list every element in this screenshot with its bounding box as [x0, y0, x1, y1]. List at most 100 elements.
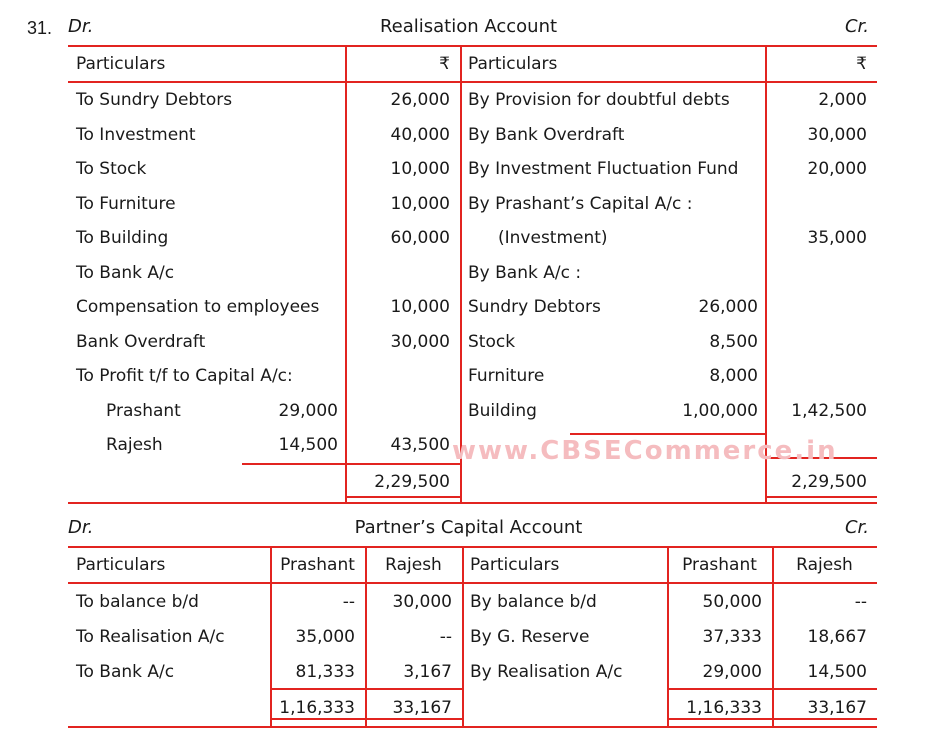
particulars-label: By Investment Fluctuation Fund	[468, 159, 739, 180]
amount-cell: --	[854, 591, 867, 612]
particulars-label: To Profit t/f to Capital A/c:	[76, 366, 293, 387]
amount-cell: 30,000	[392, 591, 452, 612]
capital-rows: To balance b/d -- 30,000 By balance b/d 50,0…	[68, 584, 877, 689]
total-rule	[765, 496, 877, 498]
particulars-cell: Stock 8,500	[460, 325, 765, 360]
particulars-cell: By Bank Overdraft	[460, 118, 765, 153]
amount-cell	[765, 187, 877, 222]
particulars-cell: To balance b/d	[68, 584, 270, 619]
table-row: Prashant 29,000 Building 1,00,000 1,42,500	[68, 394, 877, 429]
particulars-cell: By Investment Fluctuation Fund	[460, 152, 765, 187]
particulars-label: Prashant	[106, 400, 181, 421]
amount-cell: 2,000	[818, 90, 867, 111]
realisation-total-row: 2,29,500 2,29,500	[68, 463, 877, 503]
amount-cell: 18,667	[807, 626, 867, 647]
particulars-cell: By Prashant’s Capital A/c :	[460, 187, 765, 222]
particulars-label: (Investment)	[498, 228, 608, 249]
table-row: To Bank A/c 81,333 3,167 By Realisation A/c…	[68, 654, 877, 689]
particulars-cell: (Investment)	[460, 221, 765, 256]
particulars-cell: Rajesh 14,500	[68, 428, 345, 463]
particulars-cell: Building 1,00,000	[460, 394, 765, 429]
particulars-cell: By Bank A/c :	[460, 256, 765, 291]
amount-cell	[765, 256, 877, 291]
particulars-label: Compensation to employees	[76, 297, 320, 318]
particulars-cell: To Bank A/c	[68, 256, 345, 291]
particulars-label: To Stock	[76, 159, 147, 180]
realisation-titlebar: Dr. Realisation Account Cr.	[68, 16, 877, 37]
header-rajesh-left: Rajesh	[385, 555, 442, 575]
amount-cell: 26,000	[390, 90, 450, 111]
amount-cell: 40,000	[390, 124, 450, 145]
capital-cr-label: Cr.	[844, 517, 869, 538]
capital-total-prashant-debit: 1,16,333	[279, 697, 355, 718]
particulars-cell: By Realisation A/c	[462, 654, 667, 689]
particulars-label: Stock	[468, 331, 516, 352]
table-row: To Building 60,000 (Investment) 35,000	[68, 221, 877, 256]
capital-title: Partner’s Capital Account	[354, 517, 583, 538]
particulars-label: Building	[468, 400, 537, 421]
particulars-cell: To Building	[68, 221, 345, 256]
watermark: www.CBSECommerce.in	[452, 436, 838, 466]
amount-cell: 30,000	[390, 331, 450, 352]
amount-cell: 43,500	[390, 435, 450, 456]
subtotal-rule	[667, 688, 877, 690]
capital-header-row: Particulars Prashant Rajesh Particulars …	[68, 548, 877, 584]
capital-total-rajesh-debit: 33,167	[392, 697, 452, 718]
amount-cell: 60,000	[390, 228, 450, 249]
particulars-label: Furniture	[468, 366, 545, 387]
table-row: To Bank A/c By Bank A/c :	[68, 256, 877, 291]
particulars-cell: To Furniture	[68, 187, 345, 222]
realisation-total-debit: 2,29,500	[374, 472, 450, 493]
particulars-label: To balance b/d	[76, 591, 199, 612]
amount-cell: --	[342, 591, 355, 612]
amount-cell: 35,000	[807, 228, 867, 249]
particulars-label: To Bank A/c	[76, 262, 175, 283]
realisation-dr-label: Dr.	[68, 16, 94, 37]
particulars-label: To Sundry Debtors	[76, 90, 233, 111]
particulars-label: To Bank A/c	[76, 661, 175, 682]
particulars-label: To Investment	[76, 124, 196, 145]
amount-cell: --	[439, 626, 452, 647]
particulars-label: To Building	[76, 228, 169, 249]
inner-amount: 29,000	[278, 400, 338, 421]
divider	[667, 548, 669, 726]
table-row: To Investment 40,000 By Bank Overdraft 30,0…	[68, 118, 877, 153]
particulars-cell: By G. Reserve	[462, 619, 667, 654]
subtotal-rule	[765, 457, 877, 459]
amount-cell: 35,000	[295, 626, 355, 647]
particulars-label: To Realisation A/c	[76, 626, 225, 647]
total-rule	[270, 718, 462, 720]
question-number: 31.	[27, 18, 53, 38]
particulars-label: Bank Overdraft	[76, 331, 206, 352]
particulars-label: To Furniture	[76, 193, 176, 214]
particulars-label: By balance b/d	[470, 591, 597, 612]
amount-cell	[765, 290, 877, 325]
particulars-label: By Bank A/c :	[468, 262, 582, 283]
amount-cell	[345, 256, 460, 291]
header-rajesh-right: Rajesh	[796, 555, 853, 575]
particulars-cell: To Profit t/f to Capital A/c:	[68, 359, 345, 394]
table-row: To Realisation A/c 35,000 -- By G. Reserve 3…	[68, 619, 877, 654]
amount-cell: 10,000	[390, 159, 450, 180]
inner-amount: 14,500	[278, 435, 338, 456]
realisation-table: Particulars ₹ Particulars ₹ To Sundry De…	[68, 45, 877, 504]
realisation-cr-label: Cr.	[844, 16, 869, 37]
particulars-cell: Prashant 29,000	[68, 394, 345, 429]
inner-amount: 8,500	[709, 331, 758, 352]
particulars-cell: To Sundry Debtors	[68, 83, 345, 118]
divider	[772, 548, 774, 726]
inner-amount: 26,000	[698, 297, 758, 318]
amount-cell: 1,42,500	[791, 400, 867, 421]
capital-table: Particulars Prashant Rajesh Particulars …	[68, 546, 877, 728]
table-row: To Stock 10,000 By Investment Fluctuation …	[68, 152, 877, 187]
header-particulars-left: Particulars	[76, 555, 166, 575]
particulars-label: By G. Reserve	[470, 626, 590, 647]
header-prashant-right: Prashant	[682, 555, 757, 575]
particulars-cell: Furniture 8,000	[460, 359, 765, 394]
particulars-label: By Prashant’s Capital A/c :	[468, 193, 693, 214]
amount-cell: 14,500	[807, 661, 867, 682]
amount-cell	[765, 359, 877, 394]
divider	[345, 47, 347, 502]
realisation-title: Realisation Account	[379, 16, 558, 37]
particulars-cell: To Bank A/c	[68, 654, 270, 689]
